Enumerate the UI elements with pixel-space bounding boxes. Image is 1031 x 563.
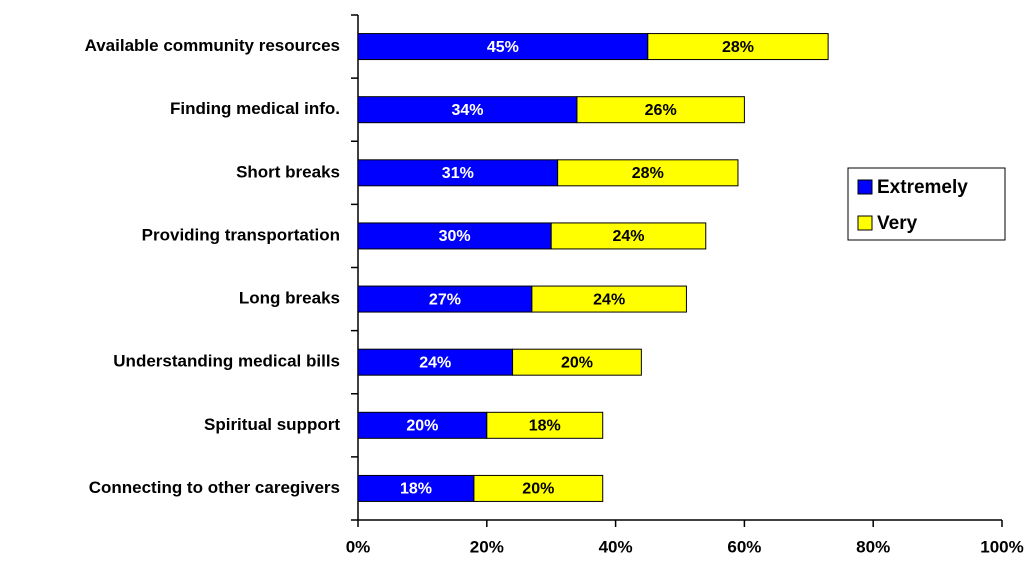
value-label: 24% — [419, 354, 451, 371]
category-label: Spiritual support — [204, 415, 340, 434]
bar-segment — [576, 96, 745, 124]
x-tick-label: 40% — [599, 537, 633, 556]
bar-segment — [512, 348, 642, 376]
category-label: Connecting to other caregivers — [89, 478, 340, 497]
x-tick-label: 20% — [470, 537, 504, 556]
category-label: Short breaks — [236, 162, 340, 181]
value-label: 24% — [593, 291, 625, 308]
value-label: 18% — [529, 418, 561, 435]
value-label: 20% — [406, 418, 438, 435]
value-label: 26% — [645, 102, 677, 119]
bar-segment — [486, 411, 604, 439]
legend-box — [847, 167, 1006, 241]
value-label: 30% — [439, 228, 471, 245]
value-label: 20% — [522, 481, 554, 498]
value-label: 45% — [487, 39, 519, 56]
category-label: Providing transportation — [142, 225, 340, 244]
value-label: 28% — [722, 39, 754, 56]
category-label: Available community resources — [85, 36, 340, 55]
value-label: 18% — [400, 481, 432, 498]
bar-segment — [357, 285, 533, 313]
value-label: 20% — [561, 354, 593, 371]
value-label: 34% — [451, 102, 483, 119]
bar-segment — [647, 33, 829, 61]
bar-segment — [357, 222, 552, 250]
bar-segment — [357, 33, 649, 61]
x-tick-label: 100% — [980, 537, 1023, 556]
bar-segment — [357, 96, 578, 124]
bar-segment — [473, 474, 604, 502]
bar-segment — [357, 348, 514, 376]
legend-swatch — [857, 215, 873, 231]
x-tick-label: 0% — [346, 537, 371, 556]
legend-swatch — [857, 179, 873, 195]
value-label: 28% — [632, 165, 664, 182]
value-label: 24% — [612, 228, 644, 245]
category-label: Finding medical info. — [170, 99, 340, 118]
legend-label: Very — [877, 213, 918, 234]
bar-segment — [550, 222, 707, 250]
value-label: 31% — [442, 165, 474, 182]
x-tick-label: 80% — [856, 537, 890, 556]
bar-segment — [531, 285, 687, 313]
bar-segment — [357, 474, 475, 502]
category-label: Understanding medical bills — [113, 352, 340, 371]
value-label: 27% — [429, 291, 461, 308]
category-label: Long breaks — [239, 289, 340, 308]
x-tick-label: 60% — [727, 537, 761, 556]
bar-segment — [557, 159, 739, 187]
legend-label: Extremely — [877, 177, 968, 198]
